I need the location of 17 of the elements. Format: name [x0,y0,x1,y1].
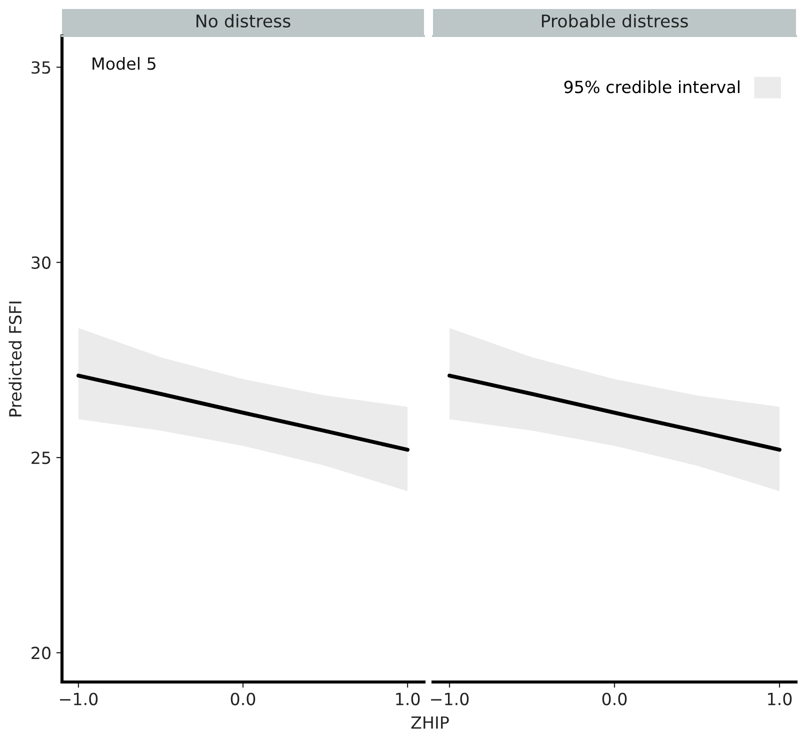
chart-title: No distress [196,14,290,28]
y-tick-label: 35 [32,61,50,74]
x-tick-label: 0.0 [230,692,256,706]
chart-title: Probable distress [542,14,688,28]
text: 95% credible interval [564,80,740,94]
y-tick-label: 30 [32,256,50,269]
x-tick-label: 0.0 [602,692,627,706]
y-axis-title: Predicted FSFI [8,302,22,416]
y-tick-label: 20 [32,646,50,660]
x-tick-label: 1.0 [768,692,792,706]
x-tick-label: 1.0 [396,692,420,706]
line-series [76,374,410,452]
annotation: Model 5 [92,57,156,70]
x-axis-title: ZHIP [411,716,449,729]
x-tick-label: −1.0 [60,692,98,706]
y-tick-label: 25 [32,452,50,464]
x-tick-label: −1.0 [431,692,469,706]
